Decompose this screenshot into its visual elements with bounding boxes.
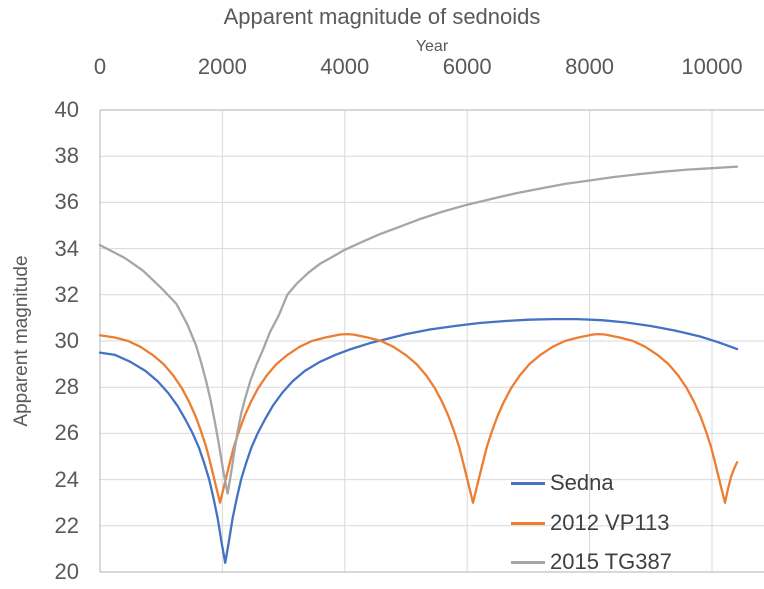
legend-label: 2015 TG387 (550, 549, 672, 574)
y-tick-label: 26 (54, 420, 79, 446)
x-axis-title: Year (415, 38, 449, 55)
y-tick-label: 38 (54, 143, 79, 169)
x-tick-label: 10000 (681, 54, 743, 79)
x-tick-label: 2000 (197, 54, 247, 79)
y-tick-label: 20 (54, 559, 79, 584)
legend-line-swatch (511, 521, 545, 525)
y-tick-label: 36 (54, 189, 79, 215)
legend-line-swatch (511, 560, 545, 564)
y-tick-label: 32 (54, 281, 79, 307)
series-line-2012-vp113 (98, 332, 739, 504)
x-tick-label: 4000 (320, 54, 370, 79)
y-tick-label: 34 (54, 235, 79, 261)
series-line-2015-tg387 (98, 165, 739, 495)
legend-item-sedna: Sedna (511, 469, 614, 497)
y-tick-label: 22 (54, 512, 79, 538)
series-line-sedna (98, 317, 739, 564)
y-tick-label: 24 (54, 466, 79, 492)
x-tick-label: 0 (93, 54, 107, 79)
y-tick-label: 30 (54, 328, 79, 353)
legend-item-2015-tg387: 2015 TG387 (511, 548, 672, 576)
x-tick-label: 8000 (565, 54, 615, 79)
x-tick-label: 6000 (442, 54, 492, 79)
legend-line-swatch (511, 481, 545, 485)
legend-label: Sedna (550, 470, 614, 495)
y-tick-label: 28 (54, 374, 79, 400)
legend-label: 2012 VP113 (550, 510, 670, 535)
chart-title: Apparent magnitude of sednoids (223, 4, 541, 29)
legend-item-2012-vp113: 2012 VP113 (511, 509, 669, 537)
y-tick-label: 40 (54, 97, 79, 122)
